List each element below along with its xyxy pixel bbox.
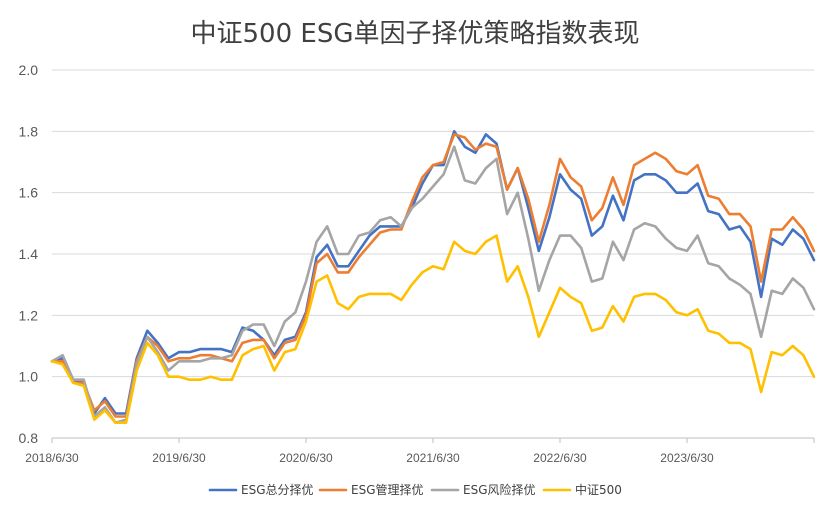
x-tick-label: 2020/6/30 xyxy=(279,451,333,465)
x-tick-label: 2019/6/30 xyxy=(152,451,206,465)
legend-label: ESG管理择优 xyxy=(351,482,424,497)
axes: 0.8 1.0 1.2 1.4 1.6 1.8 2.0 2018/6/30 2019/6/30 2… xyxy=(19,62,815,465)
y-tick-label: 1.2 xyxy=(19,307,39,323)
y-tick-label: 0.8 xyxy=(19,430,39,446)
series-line-1 xyxy=(50,133,816,418)
y-tick-label: 1.4 xyxy=(19,246,39,262)
series-line-2 xyxy=(50,145,816,425)
legend-label: ESG风险择优 xyxy=(463,482,536,497)
gridlines xyxy=(52,69,814,378)
y-tick-label: 2.0 xyxy=(19,62,39,78)
y-tick-label: 1.6 xyxy=(19,185,39,201)
y-tick-label: 1.8 xyxy=(19,123,39,139)
series-lines xyxy=(50,130,816,425)
legend-label: 中证500 xyxy=(575,482,622,497)
x-tick-label: 2023/6/30 xyxy=(660,451,714,465)
y-tick-label: 1.0 xyxy=(19,369,39,385)
x-tick-label: 2021/6/30 xyxy=(406,451,460,465)
legend: ESG总分择优 ESG管理择优 ESG风险择优 中证500 xyxy=(208,482,622,497)
legend-label: ESG总分择优 xyxy=(241,483,314,497)
x-tick-label: 2022/6/30 xyxy=(533,451,587,465)
chart-title: 中证500 ESG单因子择优策略指数表现 xyxy=(191,19,640,49)
x-tick-label: 2018/6/30 xyxy=(25,451,79,465)
series-line-3 xyxy=(50,234,816,425)
